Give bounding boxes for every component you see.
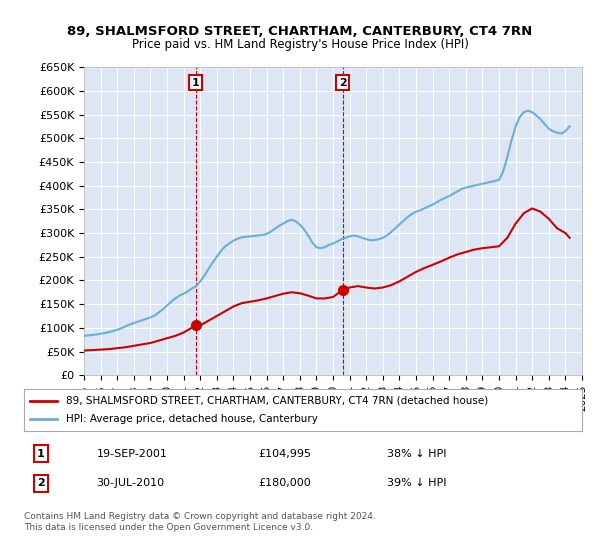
Text: 19-SEP-2001: 19-SEP-2001 — [97, 449, 167, 459]
Text: 1: 1 — [37, 449, 44, 459]
Text: HPI: Average price, detached house, Canterbury: HPI: Average price, detached house, Cant… — [66, 414, 318, 424]
Text: 2: 2 — [339, 78, 347, 87]
Text: 1: 1 — [191, 78, 199, 87]
Text: £104,995: £104,995 — [259, 449, 311, 459]
Text: 39% ↓ HPI: 39% ↓ HPI — [387, 478, 446, 488]
Text: Contains HM Land Registry data © Crown copyright and database right 2024.
This d: Contains HM Land Registry data © Crown c… — [24, 512, 376, 532]
Text: 89, SHALMSFORD STREET, CHARTHAM, CANTERBURY, CT4 7RN: 89, SHALMSFORD STREET, CHARTHAM, CANTERB… — [67, 25, 533, 38]
Text: 30-JUL-2010: 30-JUL-2010 — [97, 478, 164, 488]
Text: 2: 2 — [37, 478, 44, 488]
Text: 38% ↓ HPI: 38% ↓ HPI — [387, 449, 446, 459]
Text: 89, SHALMSFORD STREET, CHARTHAM, CANTERBURY, CT4 7RN (detached house): 89, SHALMSFORD STREET, CHARTHAM, CANTERB… — [66, 396, 488, 406]
Text: £180,000: £180,000 — [259, 478, 311, 488]
Text: Price paid vs. HM Land Registry's House Price Index (HPI): Price paid vs. HM Land Registry's House … — [131, 38, 469, 51]
